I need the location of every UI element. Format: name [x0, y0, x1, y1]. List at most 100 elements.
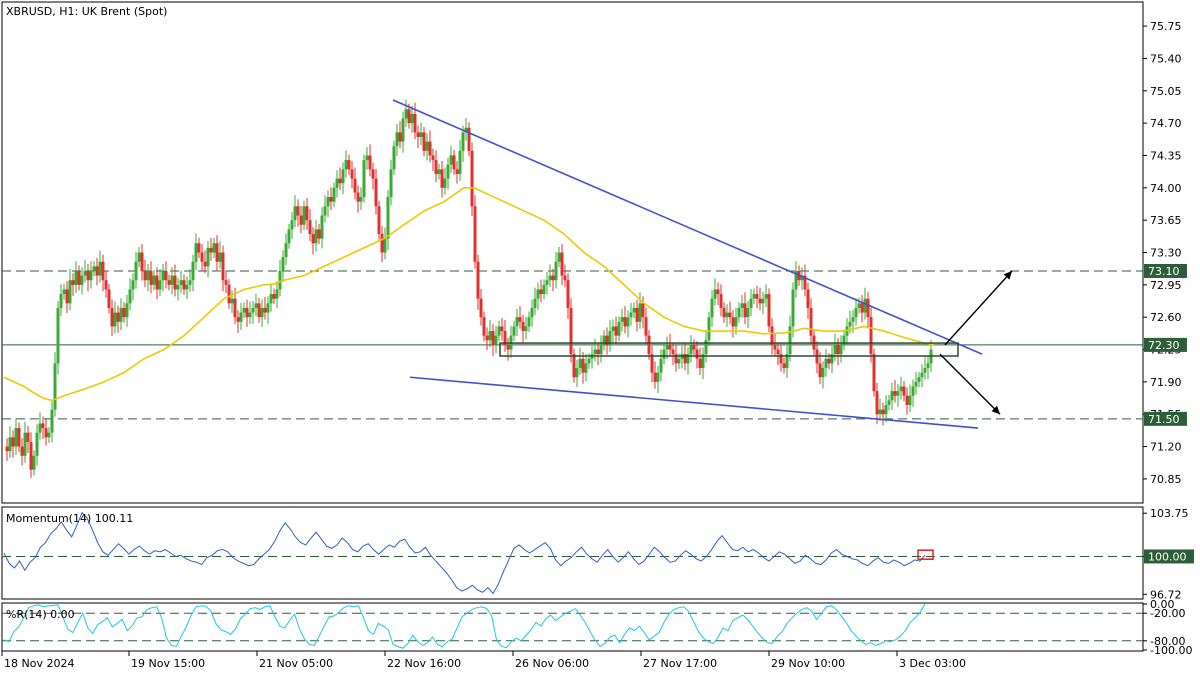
- candle-body: [782, 363, 786, 369]
- candle-body: [794, 270, 798, 290]
- candle-body: [674, 354, 678, 364]
- candle-body: [833, 344, 837, 355]
- arrow-head-icon: [991, 405, 1000, 415]
- candle-body: [146, 270, 150, 281]
- price-axis: 75.75 75.40 75.05 74.70 74.35 74.00 73.65 73.30…: [1143, 20, 1194, 657]
- price-tick-label: 72.95: [1150, 279, 1182, 292]
- candle-body: [716, 289, 720, 295]
- candle-body: [128, 289, 132, 304]
- candle-body: [440, 169, 444, 188]
- candle-body: [143, 270, 147, 281]
- time-axis: 18 Nov 2024 19 Nov 15:00 21 Nov 05:00 22 No…: [1, 651, 966, 670]
- candle-body: [656, 372, 660, 382]
- candle-body: [194, 243, 198, 262]
- candle-body: [149, 270, 153, 285]
- candle-body: [824, 358, 828, 369]
- candle-body: [170, 275, 174, 285]
- candle-body: [110, 307, 114, 327]
- candle-body: [407, 109, 411, 124]
- candle-body: [830, 354, 834, 364]
- candle-body: [659, 358, 663, 373]
- scenario-arrow: [944, 270, 1013, 346]
- candle-body: [557, 252, 561, 262]
- candle-body: [425, 141, 429, 151]
- candle-body: [245, 307, 249, 318]
- momentum-level-badge-label: 100.00: [1148, 550, 1187, 563]
- candle-body: [602, 335, 606, 345]
- candle-body: [728, 312, 732, 318]
- candle-body: [332, 187, 336, 202]
- candle-body: [380, 234, 384, 253]
- candle-body: [737, 307, 741, 318]
- candle-body: [521, 321, 525, 332]
- time-tick-label: 21 Nov 05:00: [259, 657, 333, 670]
- candle-body: [80, 275, 84, 285]
- candle-body: [479, 298, 483, 318]
- candle-body: [410, 113, 414, 124]
- candle-body: [341, 169, 345, 184]
- candle-body: [920, 372, 924, 378]
- time-tick-label: 22 Nov 16:00: [387, 657, 461, 670]
- candle-body: [125, 303, 129, 318]
- candle-body: [20, 446, 24, 456]
- candle-body: [467, 127, 471, 151]
- candle-body: [107, 289, 111, 308]
- candle-body: [257, 303, 261, 318]
- candle-body: [827, 358, 831, 364]
- candle-body: [647, 335, 651, 355]
- trendline: [392, 99, 983, 355]
- candle-body: [821, 368, 825, 378]
- candle-body: [155, 275, 159, 290]
- candle-body: [638, 303, 642, 322]
- candle-body: [83, 270, 87, 276]
- candle-body: [116, 312, 120, 322]
- candle-body: [413, 113, 417, 133]
- price-tick-label: 75.40: [1150, 52, 1182, 65]
- candle-body: [416, 132, 420, 137]
- candle-body: [269, 294, 273, 304]
- candle-body: [608, 331, 612, 345]
- candle-body: [884, 404, 888, 415]
- candle-body: [677, 358, 681, 364]
- price-level-badge: [1144, 411, 1187, 426]
- candle-body: [635, 307, 639, 322]
- candle-body: [545, 280, 549, 285]
- candle-body: [818, 363, 822, 378]
- candle-body: [68, 280, 72, 304]
- candle-body: [320, 215, 324, 239]
- candle-body: [161, 270, 165, 281]
- wpr-title: %R(14) 0.00: [6, 608, 75, 621]
- candle-body: [686, 354, 690, 364]
- candle-body: [800, 275, 804, 281]
- candle-body: [719, 294, 723, 308]
- candle-body: [872, 354, 876, 392]
- candle-body: [491, 331, 495, 345]
- candle-body: [731, 317, 735, 327]
- candle-body: [179, 280, 183, 285]
- candle-body: [218, 252, 222, 262]
- candle-body: [788, 326, 792, 355]
- candle-body: [92, 266, 96, 271]
- price-tick-label: 73.65: [1150, 214, 1182, 227]
- trendline: [409, 376, 979, 429]
- candle-body: [566, 280, 570, 308]
- candle-body: [905, 395, 909, 405]
- candle-body: [446, 164, 450, 179]
- candle-body: [767, 294, 771, 327]
- candle-body: [725, 312, 729, 318]
- candle-body: [113, 312, 117, 327]
- candle-body: [572, 354, 576, 378]
- candle-body: [641, 303, 645, 318]
- candle-body: [770, 326, 774, 345]
- price-level-badge: [1144, 337, 1187, 352]
- candle-body: [902, 386, 906, 396]
- candle-body: [923, 368, 927, 373]
- candle-body: [653, 372, 657, 382]
- candle-body: [851, 317, 855, 322]
- candle-body: [326, 197, 330, 207]
- candle-body: [722, 307, 726, 318]
- candle-body: [230, 298, 234, 304]
- candle-body: [98, 261, 102, 276]
- candle-body: [317, 229, 321, 239]
- candle-body: [452, 155, 456, 170]
